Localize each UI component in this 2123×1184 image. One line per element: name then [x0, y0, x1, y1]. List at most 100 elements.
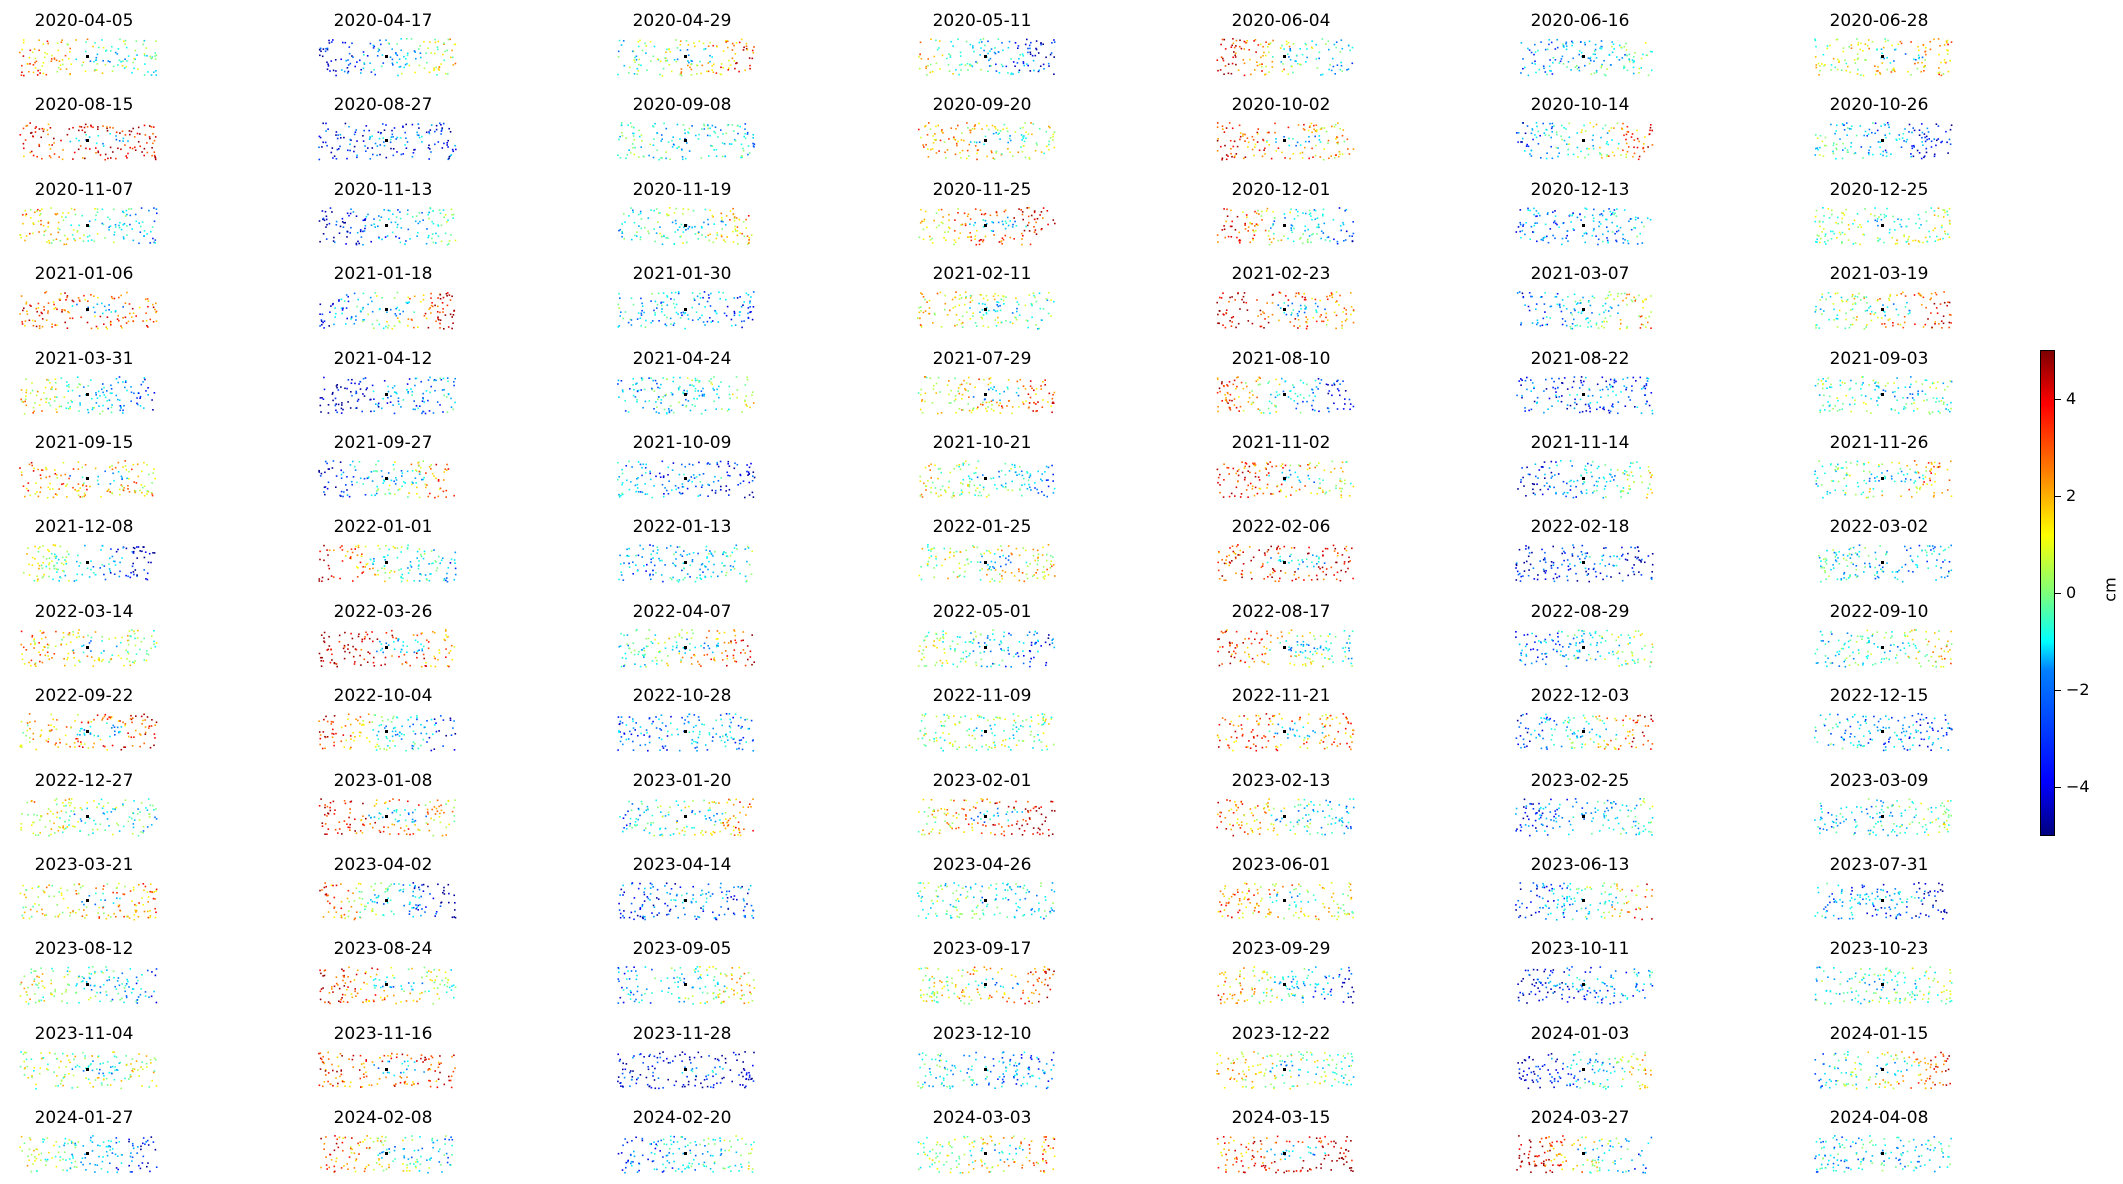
scatter-point: [672, 143, 675, 146]
scatter-point: [1352, 232, 1355, 235]
scatter-point: [1315, 320, 1318, 323]
scatter-point: [1880, 48, 1883, 50]
scatter-point: [1561, 299, 1564, 301]
scatter-point: [970, 239, 973, 241]
scatter-point: [1884, 314, 1886, 317]
scatter-point: [37, 302, 40, 305]
map-panel: 2020-10-26: [1799, 95, 1959, 165]
scatter-point: [928, 299, 931, 302]
scatter-point: [1335, 291, 1338, 294]
scatter-point: [1533, 213, 1535, 216]
scatter-point: [341, 309, 344, 311]
scatter-point: [1546, 48, 1549, 51]
scatter-point: [452, 408, 454, 410]
scatter-point: [368, 130, 370, 132]
scatter-point: [1033, 210, 1036, 212]
scatter-point: [22, 41, 25, 44]
scatter-point: [87, 384, 89, 387]
scatter-point: [1232, 316, 1235, 318]
scatter-point: [417, 134, 420, 137]
scatter-point: [684, 129, 686, 131]
scatter-point: [395, 235, 397, 238]
scatter-point: [1605, 218, 1607, 220]
scatter-point: [668, 214, 670, 216]
scatter-point: [24, 325, 26, 327]
scatter-point: [153, 151, 156, 154]
scatter-point: [442, 410, 444, 413]
scatter-point: [672, 136, 674, 139]
scatter-point: [1619, 328, 1621, 330]
scatter-point: [355, 315, 357, 318]
scatter-point: [355, 129, 357, 132]
scatter-point: [697, 231, 700, 233]
scatter-point: [432, 411, 435, 414]
scatter-point: [1236, 236, 1238, 239]
scatter-point: [1528, 309, 1531, 312]
scatter-point: [953, 136, 955, 139]
scatter-point: [736, 125, 739, 128]
scatter-point: [1925, 211, 1927, 213]
scatter-point: [1303, 124, 1305, 126]
scatter-point: [22, 222, 24, 225]
scatter-point: [673, 242, 675, 245]
scatter-point: [989, 214, 992, 216]
scatter-point: [455, 148, 457, 151]
scatter-point: [1600, 48, 1603, 50]
scatter-point: [932, 142, 935, 144]
scatter-point: [439, 322, 441, 325]
scatter-point: [1594, 48, 1597, 51]
scatter-point: [708, 155, 710, 158]
scatter-point: [653, 228, 655, 230]
scatter-point: [144, 63, 146, 65]
scatter-point: [1289, 211, 1291, 213]
scatter-point: [1628, 293, 1631, 296]
scatter-point: [1911, 147, 1914, 150]
scatter-point: [1289, 49, 1291, 52]
scatter-point: [418, 127, 420, 130]
scatter-point: [707, 62, 710, 64]
scatter-point: [1584, 207, 1587, 209]
scatter-point: [986, 125, 988, 127]
scatter-point: [45, 397, 48, 399]
scatter-point: [346, 230, 349, 233]
scatter-point: [1016, 310, 1018, 313]
scatter-point: [730, 143, 733, 146]
scatter-point: [1546, 73, 1548, 76]
scatter-point: [1330, 292, 1333, 295]
scatter-point: [1259, 309, 1262, 312]
scatter-point: [1320, 237, 1322, 240]
scatter-point: [921, 398, 923, 401]
scatter-point: [1925, 148, 1928, 150]
scatter-point: [1625, 133, 1628, 136]
scatter-point: [623, 237, 626, 240]
scatter-point: [696, 64, 699, 67]
scatter-point: [1345, 313, 1348, 315]
scatter-point: [1259, 43, 1262, 46]
scatter-point: [958, 298, 961, 301]
scatter-point: [1936, 235, 1938, 238]
scatter-point: [60, 41, 63, 43]
scatter-point: [1314, 130, 1317, 133]
scatter-point: [920, 325, 923, 328]
scatter-point: [1824, 235, 1826, 237]
scatter-point: [1628, 60, 1631, 63]
scatter-point: [59, 299, 61, 302]
scatter-point: [997, 305, 1000, 308]
scatter-point: [736, 229, 739, 232]
scatter-point: [1620, 323, 1622, 325]
scatter-point: [1003, 210, 1006, 213]
scatter-point: [1338, 206, 1341, 209]
scatter-point: [969, 63, 971, 66]
scatter-point: [693, 298, 695, 300]
scatter-point: [428, 234, 430, 237]
scatter-point: [325, 218, 328, 220]
scatter-point: [1550, 146, 1552, 148]
scatter-point: [1894, 48, 1897, 51]
scatter-point: [1605, 143, 1608, 145]
scatter-point: [43, 391, 45, 394]
scatter-point: [1544, 236, 1546, 238]
scatter-point: [1872, 154, 1874, 156]
scatter-point: [1846, 299, 1849, 301]
scatter-point: [359, 59, 361, 62]
scatter-point: [1048, 144, 1050, 146]
